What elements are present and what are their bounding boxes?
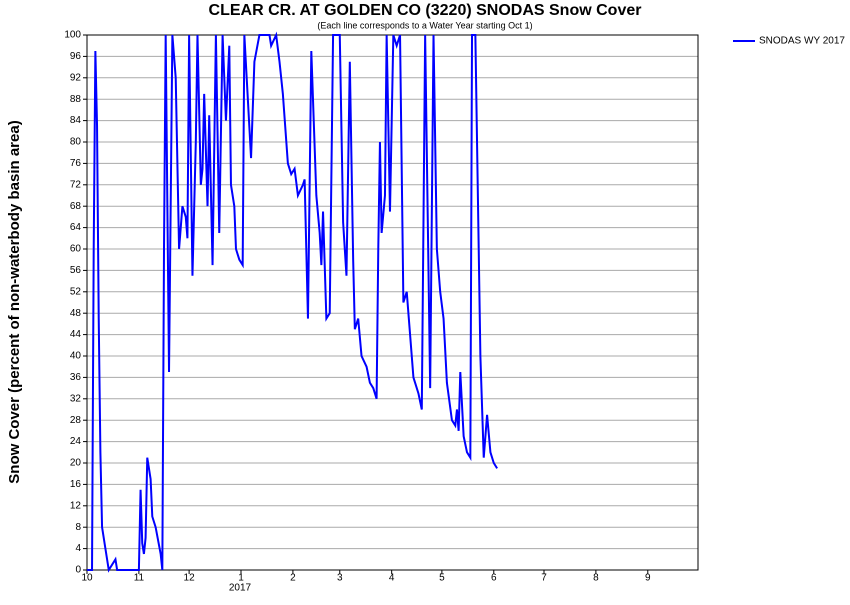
x-tick-label: 9	[645, 573, 651, 584]
y-tick-label: 80	[70, 137, 82, 148]
y-tick-label: 24	[70, 436, 82, 447]
y-tick-label: 52	[70, 286, 82, 297]
y-tick-label: 68	[70, 201, 82, 212]
y-tick-label: 96	[70, 51, 82, 62]
y-tick-label: 72	[70, 179, 82, 190]
y-tick-label: 16	[70, 479, 82, 490]
x-tick-label: 6	[491, 573, 497, 584]
y-tick-label: 44	[70, 329, 82, 340]
y-tick-label: 100	[64, 30, 81, 41]
legend-label: SNODAS WY 2017	[759, 36, 845, 47]
y-tick-label: 60	[70, 244, 82, 255]
x-tick-label: 12	[184, 573, 196, 584]
x-year-label: 2017	[229, 583, 252, 594]
x-tick-label: 3	[337, 573, 343, 584]
y-tick-label: 56	[70, 265, 82, 276]
y-tick-label: 40	[70, 351, 82, 362]
x-tick-label: 2	[290, 573, 296, 584]
chart-title: CLEAR CR. AT GOLDEN CO (3220) SNODAS Sno…	[209, 2, 642, 19]
y-tick-label: 76	[70, 158, 82, 169]
x-tick-label: 5	[439, 573, 445, 584]
y-tick-label: 36	[70, 372, 82, 383]
x-tick-label: 11	[134, 573, 145, 584]
y-tick-label: 64	[70, 222, 82, 233]
x-tick-label: 8	[593, 573, 599, 584]
y-tick-label: 28	[70, 415, 82, 426]
y-tick-label: 8	[75, 522, 81, 533]
y-tick-label: 0	[75, 565, 81, 576]
series-line	[87, 31, 498, 573]
y-tick-label: 12	[70, 500, 82, 511]
x-tick-label: 1	[238, 573, 244, 584]
y-tick-label: 92	[70, 72, 82, 83]
x-tick-label: 4	[389, 573, 395, 584]
y-tick-label: 4	[75, 543, 81, 554]
y-tick-label: 32	[70, 393, 82, 404]
y-tick-label: 88	[70, 94, 82, 105]
y-tick-label: 84	[70, 115, 82, 126]
chart-subtitle: (Each line corresponds to a Water Year s…	[317, 20, 532, 30]
y-tick-label: 20	[70, 458, 82, 469]
x-tick-label: 7	[541, 573, 547, 584]
y-axis-label: Snow Cover (percent of non-waterbody bas…	[6, 120, 23, 483]
y-tick-label: 48	[70, 308, 82, 319]
x-tick-label: 10	[81, 573, 93, 584]
